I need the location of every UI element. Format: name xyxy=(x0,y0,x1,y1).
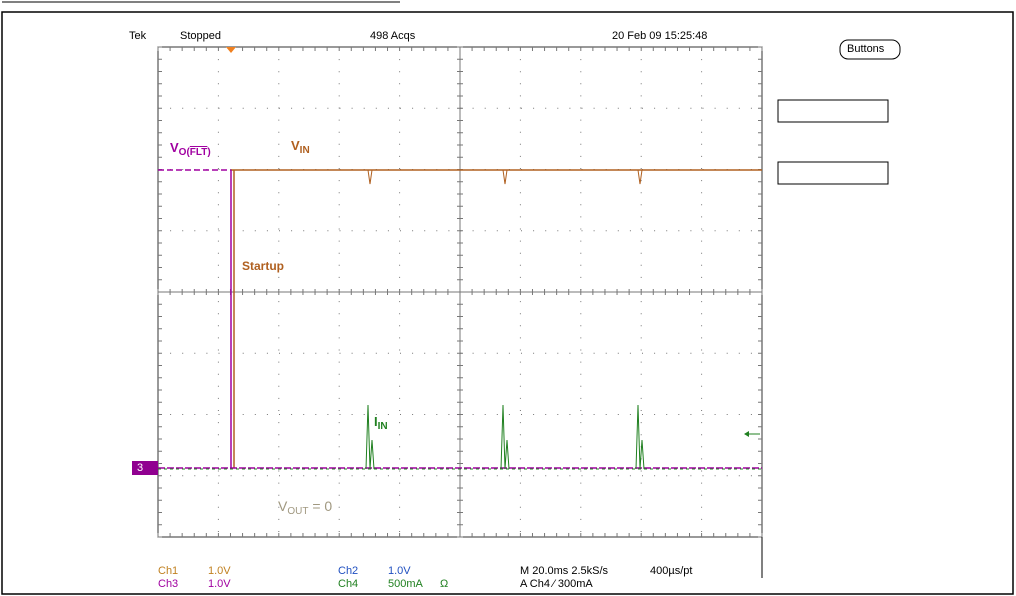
vo-sub: O( xyxy=(178,147,190,158)
ch4-scale: 500mA xyxy=(388,578,423,590)
grid xyxy=(157,46,763,538)
vo-sub: FLT xyxy=(189,147,208,158)
ch4-level-arrow-head xyxy=(744,431,749,437)
buttons-box[interactable] xyxy=(839,39,901,60)
vin-dip xyxy=(637,169,643,185)
resolution: 400µs/pt xyxy=(650,565,693,577)
state: Stopped xyxy=(180,30,221,42)
vin-dip xyxy=(502,169,508,185)
iin-spike xyxy=(635,404,645,470)
iin-label: IIN xyxy=(374,414,388,433)
ch3-name: Ch3 xyxy=(158,578,179,590)
acquisitions: 498 Acqs xyxy=(370,30,416,42)
vin-label: VIN xyxy=(291,138,310,157)
figure-border xyxy=(1,11,1014,595)
ch3-marker: 3 xyxy=(137,462,144,474)
ch2-name: Ch2 xyxy=(338,565,359,577)
ch1-name: Ch1 xyxy=(158,565,179,577)
vout-main: V xyxy=(278,498,288,514)
vout-rest: = 0 xyxy=(308,498,333,514)
menu-box xyxy=(777,99,889,123)
vout-label: VOUT = 0 xyxy=(278,498,333,518)
vin-main: V xyxy=(291,138,300,153)
ch3-scale: 1.0V xyxy=(208,578,231,590)
brand: Tek xyxy=(129,30,147,42)
iin-spike xyxy=(365,404,375,470)
vo-main: V xyxy=(170,140,179,155)
timebase: M 20.0ms 2.5kS/s xyxy=(520,565,609,577)
iin-sub: IN xyxy=(377,421,388,432)
timestamp: 20 Feb 09 15:25:48 xyxy=(612,30,708,42)
vo-label: VO(FLT) xyxy=(170,140,211,159)
vout-sub: OUT xyxy=(287,506,309,517)
vin-sub: IN xyxy=(299,145,310,156)
ch2-scale: 1.0V xyxy=(388,565,411,577)
ch4-extra: Ω xyxy=(440,578,449,590)
buttons-label[interactable]: Buttons xyxy=(847,43,885,55)
ch4-name: Ch4 xyxy=(338,578,359,590)
ch3-marker-box xyxy=(132,461,158,475)
menu-box xyxy=(777,161,889,185)
iin-spike xyxy=(500,404,510,470)
vo-sub: ) xyxy=(207,147,211,158)
iin-main: I xyxy=(374,414,378,429)
vin-dip xyxy=(367,169,373,185)
startup-label: Startup xyxy=(242,259,284,273)
trigger: A Ch4 ⁄ 300mA xyxy=(520,578,593,590)
trigger-marker xyxy=(226,47,236,53)
ch1-scale: 1.0V xyxy=(208,565,231,577)
